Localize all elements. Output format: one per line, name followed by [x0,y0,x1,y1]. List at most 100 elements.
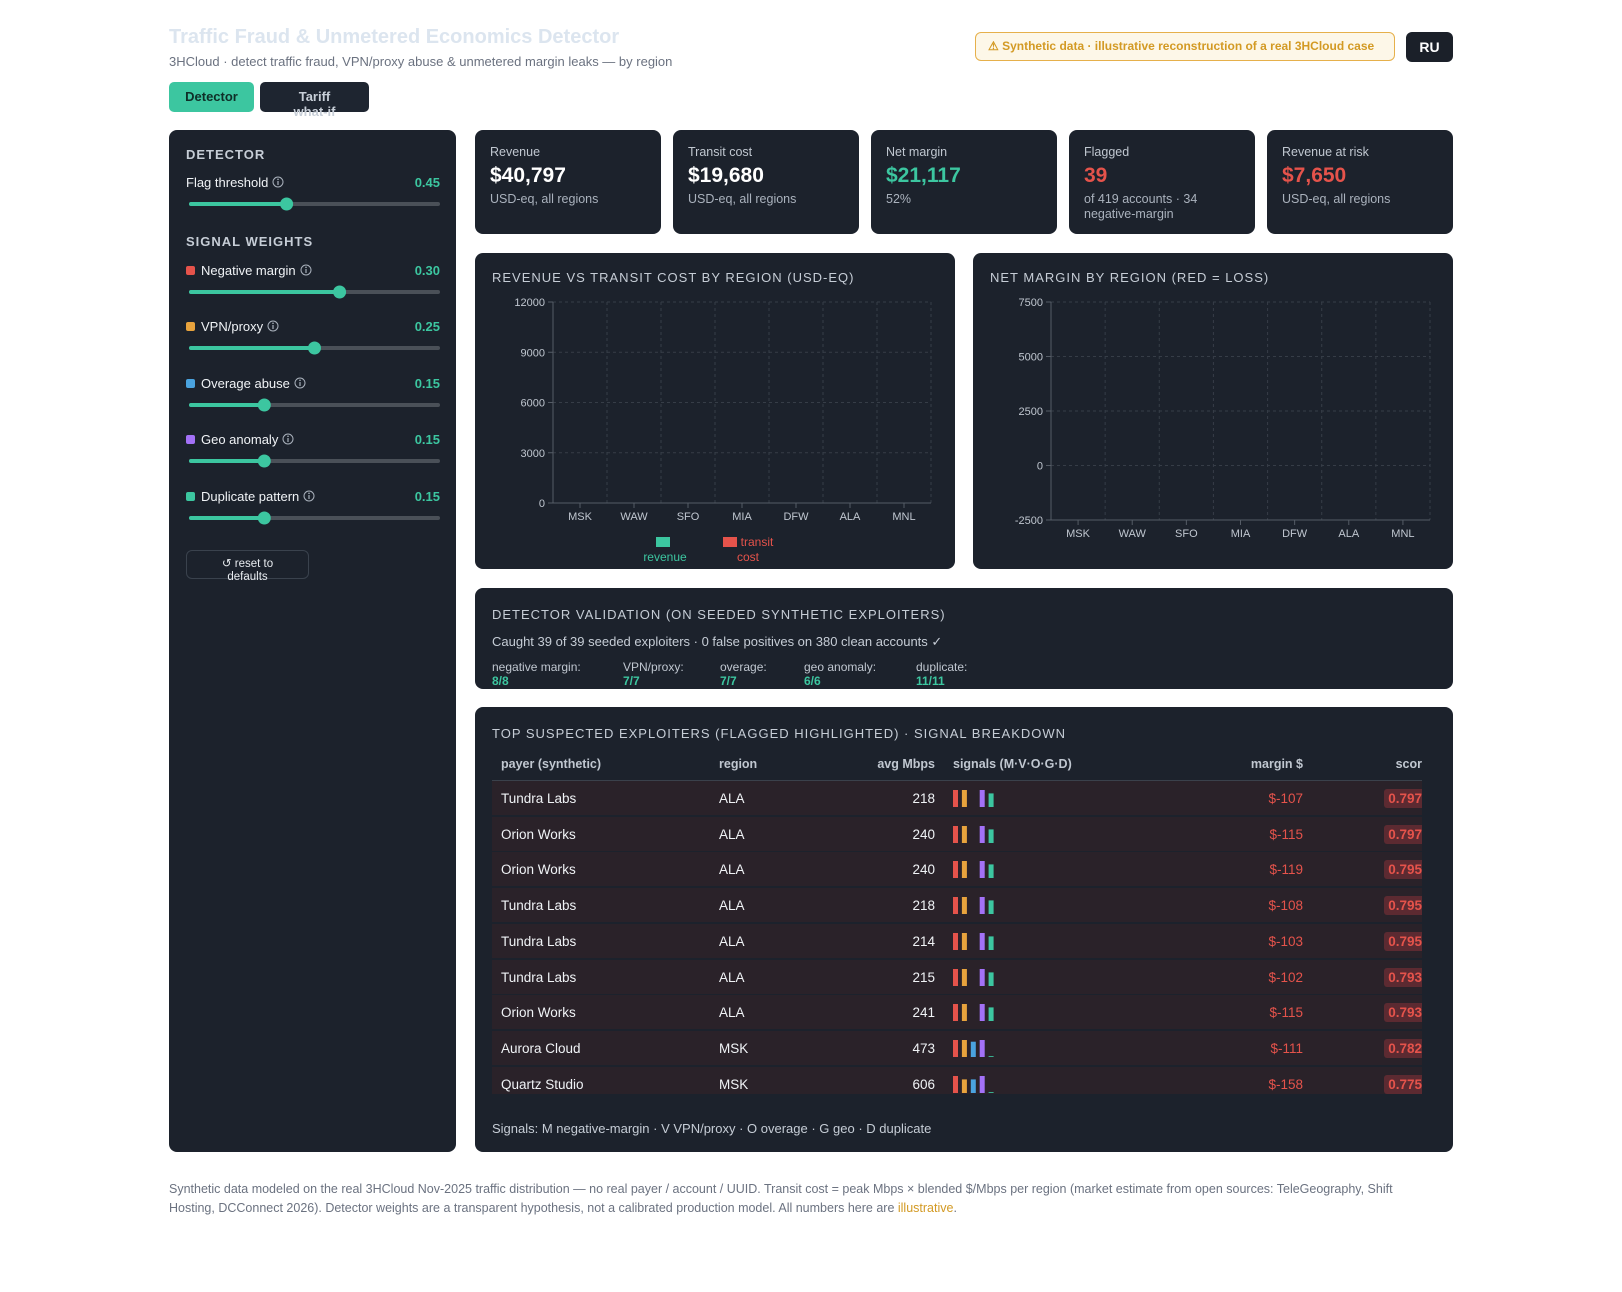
weights-title: SIGNAL WEIGHTS [186,234,314,249]
signal-bar [953,861,958,879]
reset-button[interactable]: ↺ reset to defaults [186,550,309,583]
x-tick-label: ALA [840,511,861,523]
signal-bar [988,793,994,807]
cell-payer: Aurora Cloud [501,1040,581,1056]
x-tick-label: MNL [1391,528,1414,540]
column-header: payer (synthetic) [501,757,602,771]
signal-bars [953,825,994,843]
stat-label: overage: [720,660,767,674]
cell-margin: $-111 [1270,1040,1303,1056]
y-tick-label: 7500 [1019,297,1043,309]
signal-bar [970,1041,976,1057]
kpi-label: Flagged [1084,145,1130,159]
signal-bar [953,1039,958,1057]
slider[interactable] [169,453,456,469]
signal-bar [953,897,958,915]
kpi-value: $19,680 [688,164,764,187]
slider[interactable] [169,340,456,356]
column-header: region [719,757,758,771]
cell-payer: Tundra Labs [501,898,577,914]
tab-detector[interactable]: Detector [169,82,254,112]
kpi-label: Revenue at risk [1282,145,1369,159]
signal-bar [953,968,958,986]
tab-tariff[interactable]: Tariff what-if [260,82,369,119]
slider-fill [189,290,340,294]
weight-label: Negative margin [201,263,296,278]
info-circle [294,377,306,389]
cell-margin: $-107 [1268,791,1303,806]
signal-bar [961,897,967,915]
signal-bars [953,861,994,879]
footer: Synthetic data modeled on the real 3HClo… [169,1180,1409,1217]
cell-region: MSK [719,1076,749,1092]
cell-score: 0.795 [1384,860,1422,880]
cell-score: 0.793 [1384,967,1422,987]
slider-knob[interactable] [280,197,294,211]
legend-entry: revenue [635,535,695,565]
header-rule [492,780,1422,781]
chart: NET MARGIN BY REGION (RED = LOSS) -2500 0 2… [990,270,1431,540]
kpi-note: of 419 accounts · 34 negative-margin [1084,192,1198,221]
kpi-card: Revenue $40,797 USD-eq, all regions [475,130,661,234]
signal-bar [953,1075,958,1093]
signal-bar [970,1078,976,1093]
sidebar-title: DETECTOR [186,147,266,162]
validation-summary: Caught 39 of 39 seeded exploiters · 0 fa… [492,634,943,649]
signal-bars [953,968,994,986]
signal-bar [979,968,985,986]
slider-knob[interactable] [333,285,347,299]
signal-bar [979,932,985,950]
signal-bar [953,825,958,843]
stat-value: 11/11 [916,674,945,688]
cell-margin: $-119 [1269,862,1303,878]
x-tick-label: MSK [1066,528,1091,540]
info-circle [303,490,315,502]
cell-region: ALA [719,826,745,842]
cell-region: MSK [719,1040,749,1056]
slider-knob[interactable] [257,511,271,525]
slider[interactable] [169,284,456,300]
info-dot [287,435,289,438]
signal-bar [979,790,985,807]
signal-bars [953,897,994,915]
cell-mbps: 214 [912,933,935,949]
weight-label-value: 0.30 [414,263,440,278]
info-dot [308,492,310,494]
signal-bar [961,1078,967,1093]
table-row: Tundra Labs ALA 218 $-107 0.797 [492,781,1422,816]
info-icon [300,264,312,276]
slider-knob[interactable] [257,454,271,468]
table-row: Orion Works ALA 240 $-119 0.795 [492,852,1422,888]
slider[interactable] [169,510,456,526]
y-tick-label: 12000 [514,297,545,309]
signal-bar [961,825,967,843]
table-row: Tundra Labs ALA 218 $-108 0.795 [492,888,1422,924]
chart-panel: NET MARGIN BY REGION (RED = LOSS) -2500 0 2… [973,253,1453,569]
table-row: Quartz Studio MSK 606 $-158 0.775 [492,1066,1422,1094]
column-header: avg Mbps [877,757,935,771]
signal-bar [988,900,994,915]
x-tick-label: SFO [1175,528,1198,540]
legend-swatch [656,537,670,547]
stat-label: geo anomaly: [804,660,877,674]
column-header: margin $ [1250,757,1303,771]
synthetic-badge: ⚠ Synthetic data · illustrative reconstr… [975,32,1395,61]
kpi-label: Transit cost [688,145,753,159]
signal-bars [953,1075,994,1093]
chart-title: NET MARGIN BY REGION (RED = LOSS) [990,270,1269,285]
slider-fill [189,346,315,351]
cell-region: ALA [719,862,745,878]
page-subtitle: 3HCloud · detect traffic fraud, VPN/prox… [169,54,673,69]
slider-knob[interactable] [257,398,271,412]
slider[interactable] [169,397,456,413]
stat-value: 6/6 [804,674,821,688]
cell-payer: Tundra Labs [501,791,577,806]
y-tick-label: 3000 [521,448,545,460]
language-button[interactable]: RU [1406,32,1453,62]
signal-bar [988,1091,994,1093]
slider-knob[interactable] [308,341,321,355]
table-panel: TOP SUSPECTED EXPLOITERS (FLAGGED HIGHLI… [475,707,1453,1152]
y-tick-label: 5000 [1019,352,1043,364]
cell-score: 0.775 [1384,1074,1422,1094]
slider[interactable] [169,196,456,212]
